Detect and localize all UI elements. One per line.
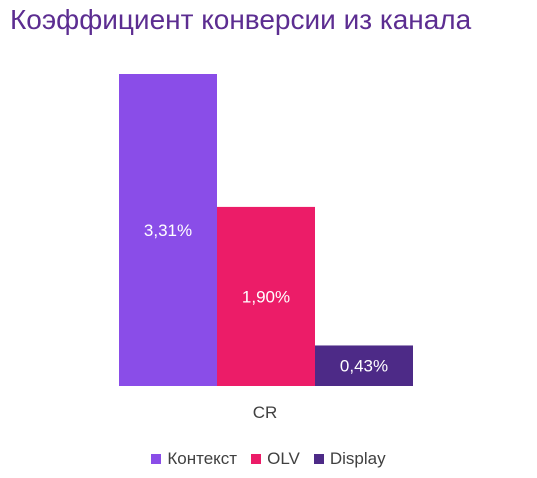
legend: Контекст OLV Display bbox=[0, 449, 537, 469]
legend-item-display: Display bbox=[313, 449, 386, 469]
bar-kontekst bbox=[119, 74, 217, 386]
legend-label-kontekst: Контекст bbox=[167, 449, 238, 468]
bar-display bbox=[315, 345, 413, 386]
legend-label-olv: OLV bbox=[267, 449, 300, 468]
chart-title: Коэффициент конверсии из канала bbox=[10, 4, 472, 35]
legend-label-display: Display bbox=[329, 449, 386, 468]
bar-olv bbox=[217, 206, 315, 386]
data-label-kontekst: 3,31% bbox=[144, 221, 192, 240]
bar-chart: 3,31% 1,90% 0,43% CR bbox=[119, 74, 413, 422]
legend-item-olv: OLV bbox=[251, 449, 300, 469]
category-label-cr: CR bbox=[253, 403, 278, 422]
legend-swatch-kontekst bbox=[151, 454, 162, 464]
legend-swatch-display bbox=[313, 454, 324, 464]
data-label-display: 0,43% bbox=[340, 357, 388, 376]
data-label-olv: 1,90% bbox=[242, 287, 290, 306]
legend-swatch-olv bbox=[251, 454, 262, 464]
legend-item-kontekst: Контекст bbox=[151, 449, 237, 469]
data-labels-layer: 3,31% 1,90% 0,43% bbox=[144, 221, 388, 376]
bars-layer bbox=[119, 74, 413, 386]
